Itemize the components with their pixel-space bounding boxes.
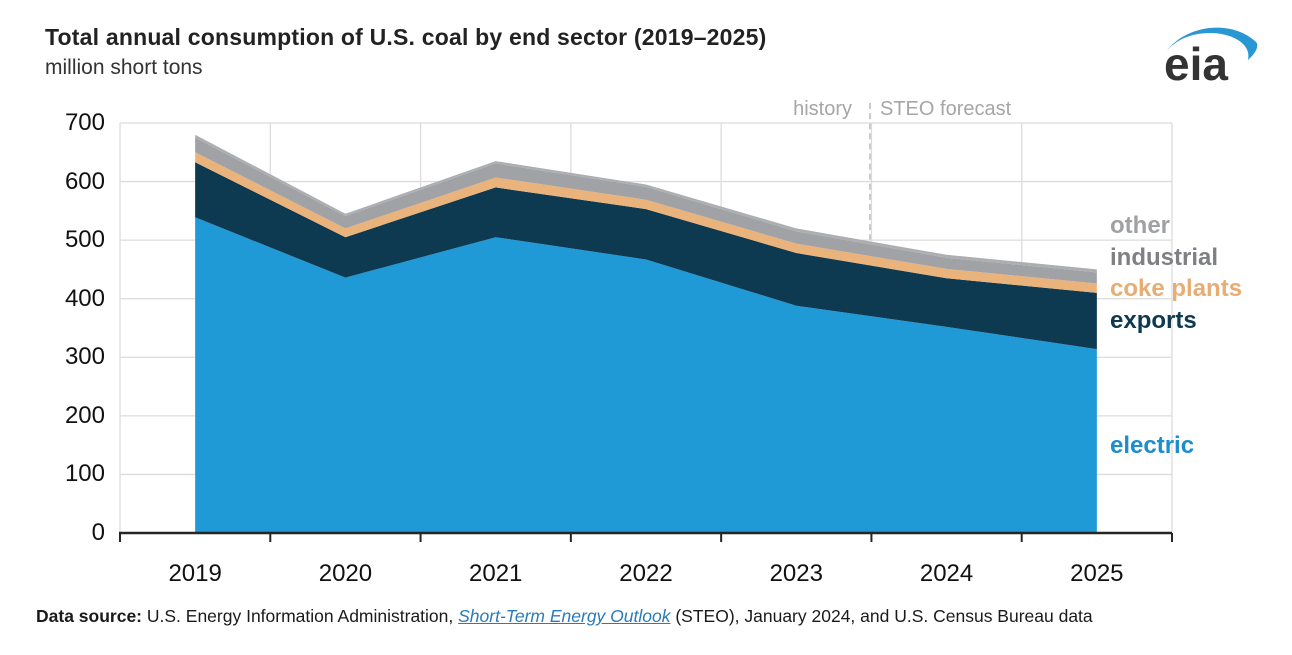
- area-band-coke-plants: [195, 152, 1097, 293]
- y-tick-label-500: 500: [64, 226, 105, 254]
- legend-upper-group: other industrial coke plants exports: [1110, 210, 1242, 336]
- history-annotation-label: history: [793, 98, 852, 120]
- x-tick-label-2025: 2025: [1070, 560, 1124, 587]
- x-tick-label-2022: 2022: [619, 560, 673, 587]
- y-tick-label-400: 400: [64, 284, 105, 312]
- steo-forecast-annotation-label: STEO forecast: [880, 98, 1012, 120]
- x-tick-label-2023: 2023: [769, 560, 823, 587]
- data-source-text-1: U.S. Energy Information Administration,: [146, 606, 459, 626]
- y-tick-label-600: 600: [64, 167, 105, 195]
- eia-logo-text: eia: [1164, 38, 1228, 90]
- legend-item-electric: electric: [1110, 432, 1195, 459]
- y-tick-label-700: 700: [64, 109, 105, 136]
- y-tick-label-0: 0: [91, 519, 105, 546]
- data-source-text-2: (STEO), January 2024, and U.S. Census Bu…: [670, 606, 1093, 626]
- area-band-exports: [195, 162, 1097, 350]
- data-source-prefix: Data source:: [36, 606, 147, 626]
- data-source-footer: Data source: U.S. Energy Information Adm…: [36, 606, 1093, 627]
- area-band-electric: [195, 217, 1097, 534]
- y-tick-label-100: 100: [64, 460, 105, 488]
- steo-report-link[interactable]: Short-Term Energy Outlook: [458, 606, 671, 626]
- legend-item-other: other: [1110, 212, 1170, 239]
- y-tick-label-300: 300: [64, 343, 105, 371]
- y-tick-label-200: 200: [64, 401, 105, 429]
- eia-logo-swoosh: [1166, 27, 1258, 60]
- eia-logo-icon: eia: [1164, 27, 1258, 90]
- stacked-area-plot: [119, 122, 1173, 542]
- chart-units-subtitle: million short tons: [45, 56, 203, 79]
- x-tick-label-2021: 2021: [469, 560, 523, 587]
- area-band-industrial: [195, 137, 1097, 284]
- x-tick-label-2020: 2020: [318, 560, 373, 587]
- chart-title: Total annual consumption of U.S. coal by…: [45, 24, 767, 50]
- legend-item-coke-plants: coke plants: [1110, 275, 1243, 302]
- legend-item-exports: exports: [1110, 306, 1197, 334]
- x-tick-label-2019: 2019: [168, 560, 222, 587]
- area-band-other: [195, 134, 1097, 273]
- x-tick-label-2024: 2024: [919, 560, 974, 587]
- legend-item-industrial: industrial: [1110, 243, 1219, 271]
